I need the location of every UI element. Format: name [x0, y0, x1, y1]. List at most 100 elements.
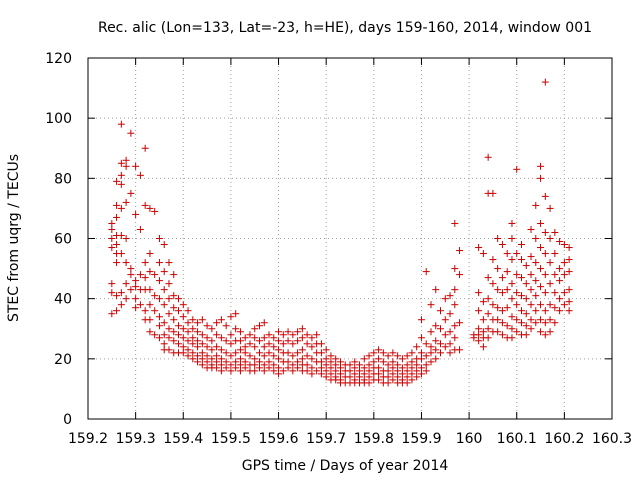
- data-point: [336, 364, 344, 372]
- data-point: [170, 304, 178, 312]
- data-point: [384, 361, 392, 369]
- data-point: [446, 328, 454, 336]
- data-point: [170, 271, 178, 279]
- data-point: [246, 340, 254, 348]
- data-point: [384, 352, 392, 360]
- y-axis-label: STEC from uqrg / TECUs: [6, 154, 22, 322]
- data-point: [127, 265, 135, 273]
- data-point: [379, 358, 387, 366]
- data-point: [246, 331, 254, 339]
- data-point: [251, 325, 259, 333]
- data-point: [132, 283, 140, 291]
- data-point: [251, 343, 259, 351]
- data-point: [537, 219, 545, 227]
- data-point: [289, 340, 297, 348]
- data-point: [198, 331, 206, 339]
- axis-ticks: [87, 57, 613, 420]
- data-point: [222, 322, 230, 330]
- data-point: [160, 241, 168, 249]
- x-tick-label: 159.2: [68, 431, 108, 447]
- data-point: [537, 328, 545, 336]
- data-point: [117, 120, 125, 128]
- data-point: [203, 343, 211, 351]
- y-tick-label: 100: [45, 111, 72, 127]
- data-point: [146, 328, 154, 336]
- data-point: [556, 265, 564, 273]
- data-point: [236, 361, 244, 369]
- data-point: [479, 298, 487, 306]
- data-point: [503, 250, 511, 258]
- data-point: [384, 367, 392, 375]
- data-point: [508, 256, 516, 264]
- data-point: [375, 376, 383, 384]
- data-point: [127, 271, 135, 279]
- data-point: [503, 304, 511, 312]
- data-point: [565, 298, 573, 306]
- data-point: [260, 352, 268, 360]
- data-point: [308, 370, 316, 378]
- data-point: [108, 235, 116, 242]
- data-point: [165, 334, 173, 342]
- data-point: [217, 355, 225, 363]
- data-point: [546, 280, 554, 288]
- data-point: [232, 349, 240, 357]
- data-point: [275, 337, 283, 345]
- data-point: [132, 295, 140, 303]
- data-point: [541, 289, 549, 297]
- data-point: [322, 346, 330, 354]
- data-point: [517, 319, 525, 327]
- data-point: [246, 352, 254, 360]
- data-point: [413, 373, 421, 381]
- data-point: [360, 370, 368, 378]
- data-point: [498, 319, 506, 327]
- data-point: [208, 355, 216, 363]
- y-tick-label: 60: [54, 232, 72, 248]
- data-point: [479, 316, 487, 324]
- data-point: [479, 328, 487, 336]
- data-point: [479, 343, 487, 351]
- data-point: [141, 274, 149, 282]
- data-point: [451, 322, 459, 330]
- data-point: [432, 322, 440, 330]
- data-point: [236, 367, 244, 375]
- data-point: [389, 364, 397, 372]
- data-point: [422, 361, 430, 369]
- data-point: [251, 361, 259, 369]
- data-point: [213, 358, 221, 366]
- data-point: [441, 295, 449, 303]
- x-tick-label: 160.1: [497, 431, 537, 447]
- data-point: [284, 358, 292, 366]
- data-point: [484, 153, 492, 161]
- data-point: [279, 331, 287, 339]
- grid: [88, 58, 612, 419]
- data-point: [241, 364, 249, 372]
- data-point: [155, 295, 163, 303]
- data-point: [236, 337, 244, 345]
- data-point: [108, 280, 116, 288]
- y-tick-label: 80: [54, 171, 72, 187]
- data-point: [527, 271, 535, 279]
- data-point: [113, 213, 121, 221]
- data-point: [241, 349, 249, 357]
- data-point: [560, 259, 568, 267]
- data-point: [146, 301, 154, 309]
- data-point: [141, 259, 149, 267]
- data-point: [313, 367, 321, 375]
- data-point: [227, 313, 235, 321]
- data-point: [546, 328, 554, 336]
- data-point: [389, 370, 397, 378]
- data-point: [165, 295, 173, 303]
- data-point: [294, 358, 302, 366]
- data-point: [189, 316, 197, 324]
- data-point: [198, 361, 206, 369]
- data-point: [356, 373, 364, 381]
- data-point: [117, 289, 125, 297]
- data-point: [494, 328, 502, 336]
- data-point: [298, 334, 306, 342]
- y-tick-label: 40: [54, 292, 72, 308]
- data-point: [365, 367, 373, 375]
- data-point: [170, 328, 178, 336]
- data-point: [317, 364, 325, 372]
- data-point: [255, 364, 263, 372]
